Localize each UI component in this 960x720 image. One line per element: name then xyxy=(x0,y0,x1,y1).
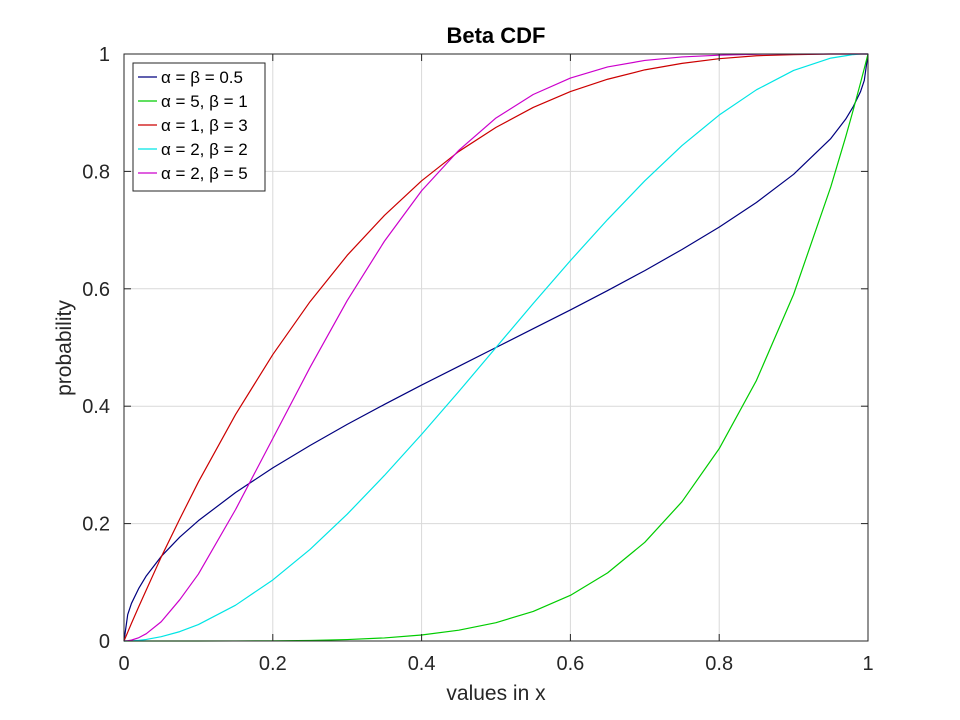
legend-label-4: α = 2, β = 5 xyxy=(161,164,248,183)
y-tick-label: 0.8 xyxy=(82,161,110,183)
series-line-0 xyxy=(123,53,869,642)
x-tick-label: 0.4 xyxy=(408,653,436,675)
y-tick-label: 0.2 xyxy=(82,514,110,536)
y-tick-label: 0 xyxy=(99,631,110,653)
y-tick-label: 0.4 xyxy=(82,396,110,418)
legend-box xyxy=(132,62,266,192)
series-line-3 xyxy=(123,53,868,642)
chart-title: Beta CDF xyxy=(446,23,545,48)
y-axis-label: probability xyxy=(53,300,76,396)
axis-ticks: 0 0.2 0.4 0.6 0.8 1 0 0.2 0.4 0.6 0.8 1 xyxy=(82,44,873,675)
legend-label-2: α = 1, β = 3 xyxy=(161,116,248,135)
legend-label-0: α = β = 0.5 xyxy=(161,68,243,87)
x-tick-label: 1 xyxy=(862,653,873,675)
x-tick-label: 0 xyxy=(118,653,129,675)
legend-label-1: α = 5, β = 1 xyxy=(161,92,248,111)
x-axis-label: values in x xyxy=(446,682,546,705)
plot-frame xyxy=(123,53,869,642)
legend-entries: α = β = 0.5 α = 5, β = 1 α = 1, β = 3 α = 2… xyxy=(138,68,248,183)
x-tick-label: 0.6 xyxy=(556,653,584,675)
y-tick-label: 1 xyxy=(99,44,110,66)
y-tick-label: 0.6 xyxy=(82,279,110,301)
legend: α = β = 0.5 α = 5, β = 1 α = 1, β = 3 α = 2… xyxy=(132,62,266,192)
legend-label-3: α = 2, β = 2 xyxy=(161,140,248,159)
x-tick-label: 0.8 xyxy=(705,653,733,675)
x-tick-label: 0.2 xyxy=(259,653,287,675)
